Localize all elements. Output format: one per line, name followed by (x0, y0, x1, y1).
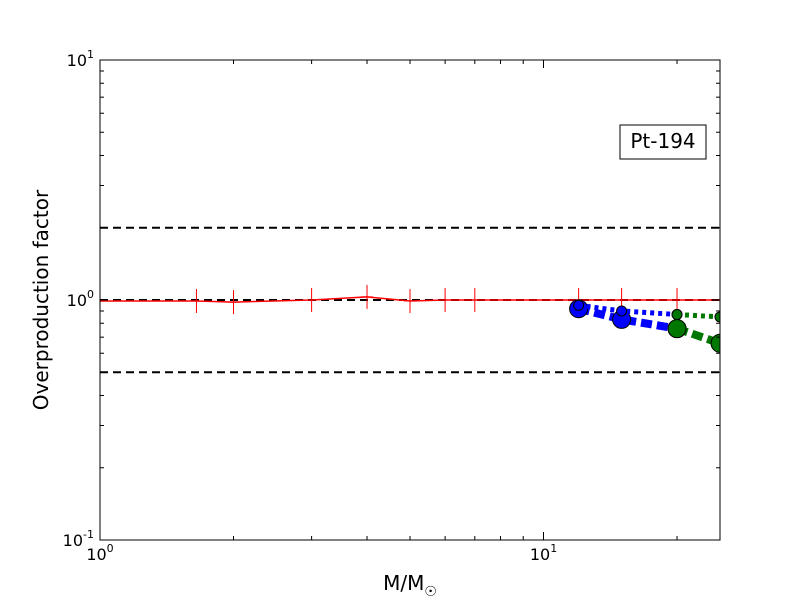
y-tick-label-exponent-2: 1 (87, 48, 94, 61)
series-4-point-1 (714, 311, 720, 323)
series-4-point-0 (671, 309, 683, 321)
x-tick-label-exponent-1: 1 (550, 542, 557, 555)
x-tick-label-base-1: 10 (530, 545, 550, 564)
y-tick-label-base-2: 10 (67, 51, 87, 70)
x-tick-label-1: 101 (530, 542, 557, 564)
x-axis-label-main: M/M (383, 571, 424, 595)
annotation-label: Pt-194 (630, 129, 695, 153)
series-0-point-10 (671, 288, 684, 312)
x-tick-label-base-0: 10 (86, 545, 106, 564)
y-tick-label-exponent-1: 0 (87, 288, 94, 301)
y-tick-label-exponent-0: -1 (83, 528, 94, 541)
series-0-point-6 (439, 288, 452, 312)
x-tick-label-0: 100 (86, 542, 113, 564)
y-tick-label-0: 10-1 (63, 528, 94, 550)
annotation-box: Pt-194 (619, 124, 707, 160)
y-tick-label-2: 101 (67, 48, 94, 70)
annotation-frame (619, 124, 707, 160)
series-0-point-3 (305, 288, 318, 312)
series-4 (671, 309, 720, 323)
y-tick-label-base-0: 10 (63, 531, 83, 550)
series-3-point-1 (710, 333, 720, 353)
series-0-point-7 (468, 288, 481, 312)
plot-frame (99, 59, 721, 541)
series-0-line (100, 296, 720, 303)
x-axis-label-sun-symbol: ☉ (424, 584, 437, 600)
series-0-point-0 (100, 289, 106, 314)
series-1-line (577, 304, 678, 333)
y-axis-label: Overproduction factor (29, 189, 53, 410)
series-0-point-1 (190, 289, 203, 314)
y-tick-label-base-1: 10 (67, 291, 87, 310)
x-axis-label: M/M☉ (383, 571, 437, 600)
x-tick-label-exponent-0: 0 (107, 542, 114, 555)
series-3-point-0 (667, 319, 687, 339)
series-0-point-2 (227, 290, 240, 315)
y-tick-label-1: 100 (67, 288, 94, 310)
series-2-point-1 (616, 305, 628, 317)
series-0-point-5 (404, 289, 416, 314)
series-4-line (676, 312, 720, 320)
series-0-point-4 (361, 284, 374, 309)
series-3 (667, 319, 720, 353)
series-2-point-0 (573, 299, 585, 311)
